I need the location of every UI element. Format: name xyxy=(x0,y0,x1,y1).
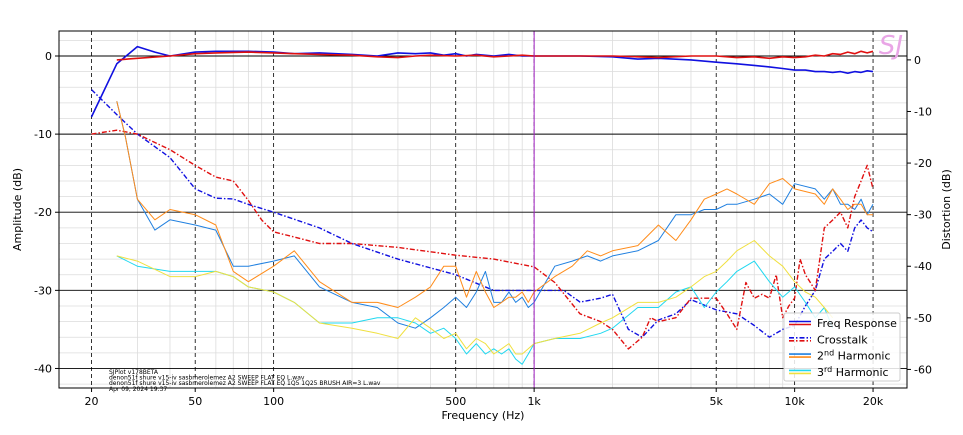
y2-tick-label: -20 xyxy=(914,157,932,170)
x-tick-label: 500 xyxy=(445,395,466,408)
series-line-4 xyxy=(116,101,874,329)
footnote-line: SJPlot v178BETA xyxy=(109,369,159,376)
y-tick-label: 0 xyxy=(45,50,52,63)
ticks: 20 50 100 500 1k 5k 10k 20k 0 -10 -20 -30 -40 0 -10 -20… xyxy=(34,50,932,408)
x-tick-label: 100 xyxy=(263,395,284,408)
legend-label: Crosstalk xyxy=(817,333,868,346)
y2-tick-label: -30 xyxy=(914,209,932,222)
series-line-2 xyxy=(91,89,874,338)
y-tick-label: -20 xyxy=(34,206,52,219)
footnote-line: denon51f shure v15-iv sasbmerolemez A2 S… xyxy=(109,375,305,382)
series-line-3 xyxy=(91,129,874,350)
y2-tick-label: -50 xyxy=(914,312,932,325)
x-axis-label: Frequency (Hz) xyxy=(442,409,525,422)
plot-frame xyxy=(58,30,908,389)
y2-tick-label: 0 xyxy=(914,54,921,67)
y-tick-label: -40 xyxy=(34,362,52,375)
y-axis-label: Amplitude (dB) xyxy=(11,168,24,251)
series-line-1 xyxy=(116,50,874,61)
footnote-line: Apr 09, 2024 19:37 xyxy=(109,386,167,393)
legend: Freq Response Crosstalk 2nd Harmonic 3rd Ha… xyxy=(783,312,901,382)
x-tick-label: 10k xyxy=(784,395,805,408)
x-tick-label: 50 xyxy=(188,395,202,408)
legend-label: Freq Response xyxy=(817,317,897,330)
x-tick-label: 20 xyxy=(85,395,99,408)
footnote: SJPlot v178BETA denon51f shure v15-iv sa… xyxy=(109,369,381,393)
series-line-7 xyxy=(116,240,834,355)
series-line-5 xyxy=(116,101,873,308)
watermark-logo: SJ xyxy=(879,31,903,61)
x-tick-label: 1k xyxy=(527,395,541,408)
y2-tick-label: -60 xyxy=(914,363,932,376)
x-tick-label: 20k xyxy=(863,395,884,408)
legend-label: 2nd Harmonic xyxy=(817,349,891,363)
x-tick-label: 5k xyxy=(710,395,724,408)
footnote-line: denon51f shure v15-iv sasbmerolemez A2 S… xyxy=(109,380,381,387)
y2-tick-label: -10 xyxy=(914,105,932,118)
y-tick-label: -30 xyxy=(34,284,52,297)
y-tick-label: -10 xyxy=(34,128,52,141)
legend-label: 3rd Harmonic xyxy=(817,365,889,379)
y2-axis-label: Distortion (dB) xyxy=(940,169,953,250)
y2-tick-label: -40 xyxy=(914,260,932,273)
grid xyxy=(59,31,907,388)
legend-box xyxy=(783,312,901,382)
series-group xyxy=(90,45,874,365)
